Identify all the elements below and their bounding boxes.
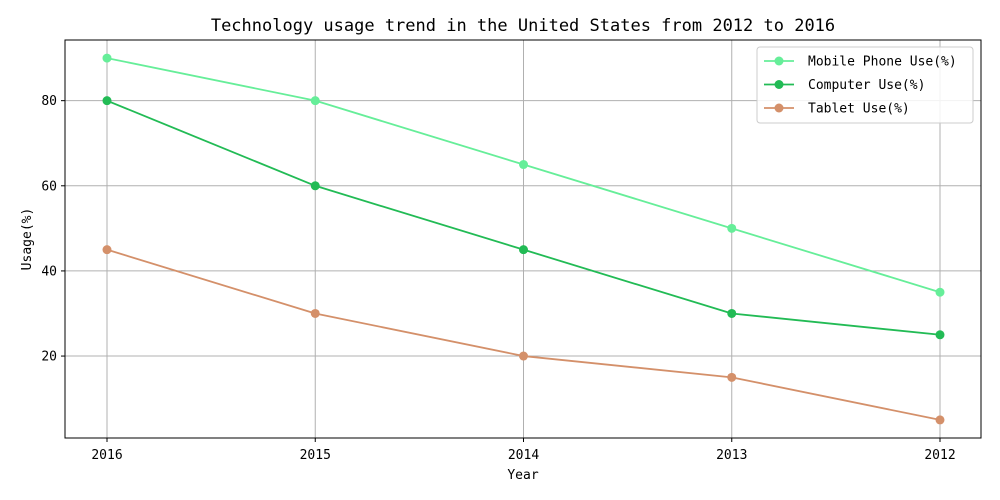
series-1 [102,53,945,297]
series-lines [102,53,945,425]
legend-marker [774,103,784,113]
legend-label: Computer Use(%) [808,78,925,93]
x-tick-label: 2014 [508,448,539,463]
legend-entry: Tablet Use(%) [764,102,910,117]
data-point [727,223,737,233]
legend-entry: Computer Use(%) [764,78,925,93]
series-2 [102,96,945,340]
data-point [935,415,945,425]
data-point [519,351,528,361]
legend: Mobile Phone Use(%) Computer Use(%) Tablet… [756,46,974,124]
legend-label: Tablet Use(%) [808,102,910,117]
legend-box [756,46,974,124]
y-axis-label: Usage(%) [20,208,35,271]
y-tick-label: 40 [41,264,57,279]
legend-entry: Mobile Phone Use(%) [764,55,957,70]
data-point [102,53,112,63]
x-tick-label: 2015 [300,448,331,463]
y-tick-label: 20 [41,350,57,365]
data-point [102,245,112,255]
x-axis-label: Year [507,468,538,483]
x-tick-label: 2016 [91,448,122,463]
data-point [519,160,528,170]
legend-marker [774,80,784,89]
data-point [310,308,320,318]
data-point [727,372,737,382]
legend-marker [774,56,784,66]
y-tick-label: 60 [41,179,57,194]
chart-title: Technology usage trend in the United Sta… [211,16,835,36]
x-tick-label: 2012 [924,448,955,463]
data-point [935,287,945,297]
y-tick-label: 80 [41,94,57,109]
series-3 [102,245,945,425]
x-tick-label: 2013 [716,448,747,463]
data-point [102,96,112,106]
data-point [727,308,737,318]
data-point [310,96,320,106]
legend-label: Mobile Phone Use(%) [808,55,957,70]
data-point [935,330,945,340]
data-point [310,181,320,191]
axis-ticks: 2016 2015 2014 2013 2012 20 40 60 80 [41,94,955,463]
data-point [519,245,528,255]
